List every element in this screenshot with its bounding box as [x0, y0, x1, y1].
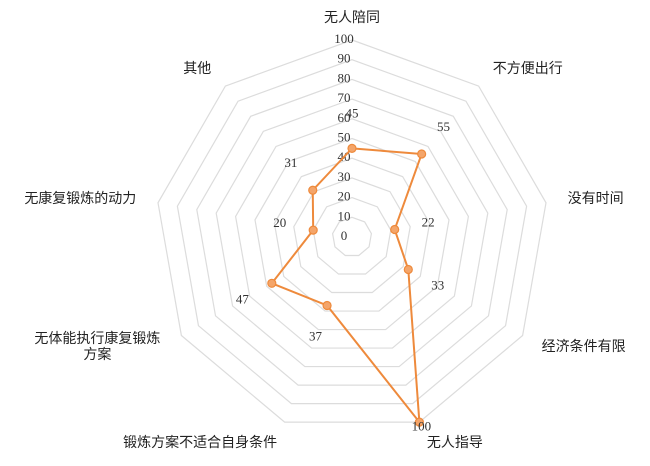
r-tick-label: 70: [338, 90, 351, 105]
r-tick-label: 0: [341, 228, 348, 243]
r-tick-label: 80: [338, 70, 351, 85]
data-label: 22: [422, 215, 435, 230]
r-tick-label: 100: [334, 31, 354, 46]
data-label: 37: [309, 328, 323, 343]
category-label: 没有时间: [567, 190, 624, 207]
grid-ring: [196, 78, 508, 386]
data-label: 33: [431, 277, 444, 292]
data-point: [267, 278, 277, 288]
category-label: 锻炼方案不适合自身条件: [123, 434, 278, 451]
grid-ring: [215, 98, 489, 368]
r-tick-label: 10: [338, 208, 351, 223]
grid-ring: [254, 137, 450, 331]
data-point: [390, 224, 400, 235]
category-label: 无人陪同: [324, 10, 380, 26]
grid-ring: [176, 59, 528, 405]
data-point: [414, 417, 424, 427]
category-label: 无体能执行康复锻炼方案: [34, 330, 161, 363]
data-label: 45: [346, 105, 359, 120]
data-point: [403, 264, 413, 275]
grid-ring: [331, 216, 373, 257]
data-label: 20: [273, 215, 286, 230]
category-label: 其他: [183, 61, 212, 78]
r-tick-label: 60: [338, 110, 351, 125]
data-point: [417, 149, 427, 159]
grid-ring: [273, 157, 431, 312]
r-tick-label: 30: [338, 169, 351, 184]
data-point: [308, 185, 318, 195]
category-label: 无康复锻炼的动力: [24, 190, 137, 207]
data-point: [347, 143, 357, 153]
data-label: 47: [236, 291, 250, 306]
r-tick-label: 90: [338, 51, 351, 66]
grid-ring: [157, 39, 547, 423]
data-label: 31: [284, 155, 297, 170]
grid-ring: [312, 196, 392, 275]
grid-ring: [234, 118, 470, 349]
r-tick-label: 20: [338, 189, 351, 204]
category-label: 不方便出行: [492, 61, 563, 78]
category-label: 无人指导: [426, 434, 483, 451]
series-line: [270, 147, 424, 426]
data-point: [308, 225, 318, 235]
category-label: 经济条件有限: [541, 338, 626, 355]
grid-ring: [293, 177, 411, 294]
data-label: 100: [412, 419, 432, 434]
data-label: 55: [437, 119, 450, 134]
data-point: [322, 300, 332, 311]
r-tick-label: 50: [338, 129, 351, 144]
